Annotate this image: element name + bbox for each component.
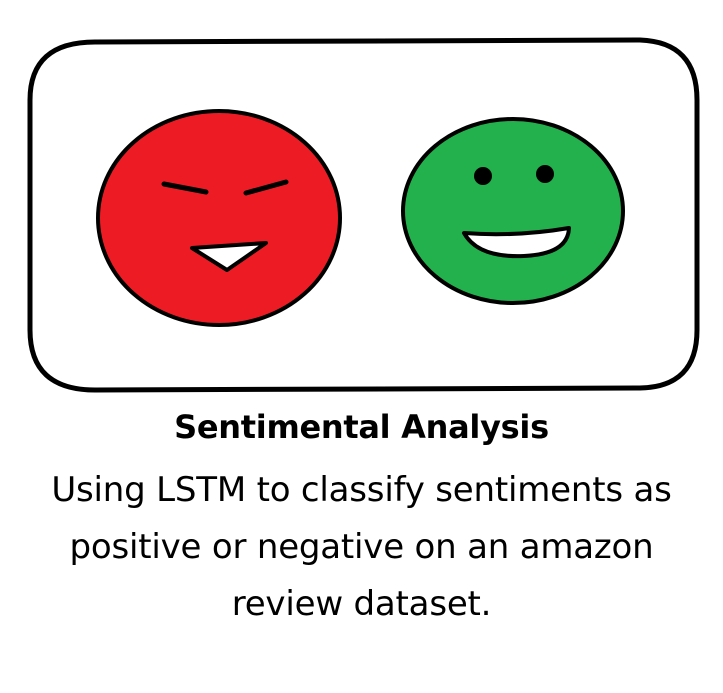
angry-face-left-eyebrow xyxy=(161,181,209,195)
smiling-face-mouth xyxy=(462,226,571,259)
rounded-frame xyxy=(27,37,700,393)
description-text: Using LSTM to classify sentiments as pos… xyxy=(0,462,723,633)
angry-face-circle xyxy=(96,109,342,327)
angry-face-icon xyxy=(96,109,342,327)
sentiment-faces-illustration xyxy=(27,37,700,393)
smiling-face-right-eye xyxy=(536,165,554,183)
description-line-1: Using LSTM to classify sentiments as xyxy=(51,470,672,510)
description-line-2: positive or negative on an amazon xyxy=(69,527,654,567)
angry-face-right-eyebrow xyxy=(243,179,289,196)
description-line-3: review dataset. xyxy=(231,584,492,624)
smiling-face-left-eye xyxy=(474,167,492,185)
angry-face-mouth xyxy=(190,241,268,272)
smiling-face-icon xyxy=(401,117,625,305)
smiling-face-circle xyxy=(401,117,625,305)
page-title: Sentimental Analysis xyxy=(174,408,549,446)
